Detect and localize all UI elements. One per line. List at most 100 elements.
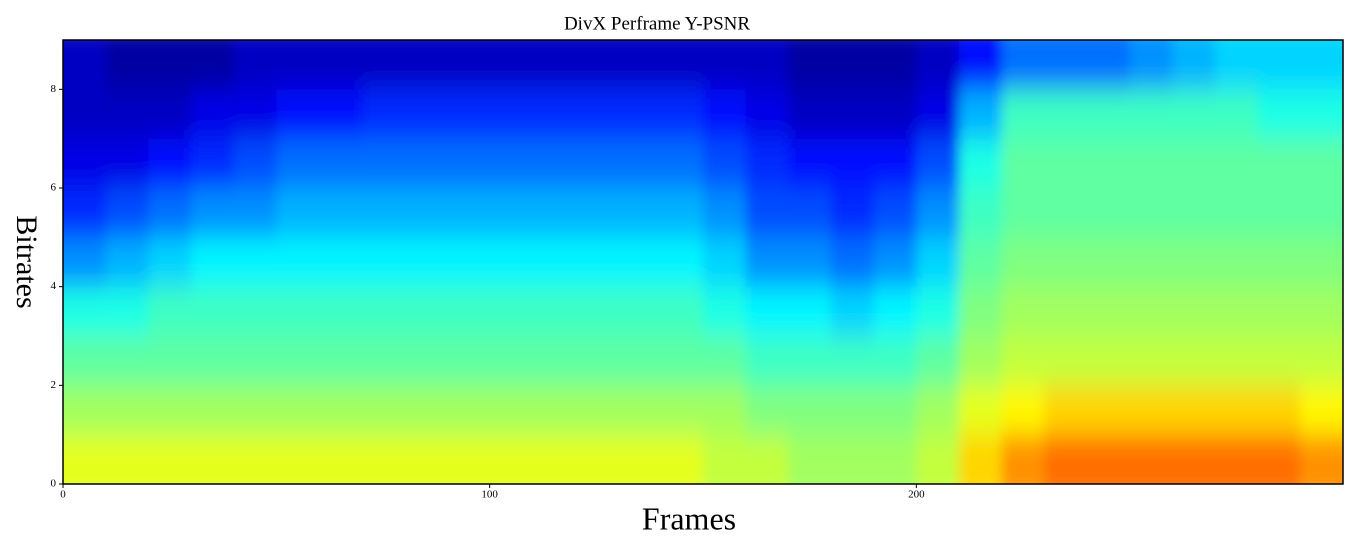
heatmap-cell bbox=[276, 434, 320, 484]
heatmap-cell bbox=[447, 335, 491, 386]
heatmap-cell bbox=[148, 286, 192, 336]
heatmap-cell bbox=[1001, 286, 1045, 336]
heatmap-cell bbox=[105, 40, 149, 90]
heatmap-cell bbox=[660, 434, 704, 484]
heatmap-cell bbox=[233, 434, 277, 484]
heatmap-cell bbox=[1087, 384, 1131, 435]
heatmap-cell bbox=[1300, 384, 1343, 435]
heatmap-cell bbox=[1172, 384, 1216, 435]
heatmap-cell bbox=[532, 434, 576, 484]
heatmap-cell bbox=[1087, 40, 1131, 90]
heatmap-cell bbox=[233, 88, 277, 139]
heatmap-cell bbox=[1001, 40, 1045, 90]
heatmap-cell bbox=[660, 138, 704, 188]
heatmap-cell bbox=[447, 236, 491, 287]
heatmap-cell bbox=[361, 187, 405, 238]
heatmap-cell bbox=[148, 384, 192, 435]
heatmap-cell bbox=[617, 286, 661, 336]
heatmap-cell bbox=[617, 187, 661, 238]
heatmap-cell bbox=[831, 384, 875, 435]
heatmap-cell bbox=[788, 434, 832, 484]
heatmap-cell bbox=[361, 40, 405, 90]
heatmap-cell bbox=[1257, 138, 1301, 188]
heatmap-cell bbox=[105, 384, 149, 435]
heatmap-cell bbox=[447, 40, 491, 90]
heatmap-cell bbox=[532, 335, 576, 386]
heatmap-cell bbox=[105, 286, 149, 336]
x-axis-label: Frames bbox=[642, 500, 736, 536]
heatmap-cell bbox=[873, 434, 917, 484]
heatmap-cell bbox=[1129, 40, 1173, 90]
heatmap-cell bbox=[1172, 40, 1216, 90]
heatmap-cell bbox=[745, 384, 789, 435]
heatmap-cell bbox=[489, 286, 533, 336]
heatmap-cell bbox=[1044, 286, 1088, 336]
heatmap-cell bbox=[1215, 138, 1259, 188]
heatmap-cell bbox=[575, 187, 619, 238]
heatmap-cell bbox=[873, 138, 917, 188]
heatmap-cell bbox=[831, 286, 875, 336]
heatmap-cell bbox=[831, 88, 875, 139]
heatmap-cell bbox=[361, 88, 405, 139]
heatmap-cell bbox=[532, 187, 576, 238]
heatmap-cell bbox=[489, 335, 533, 386]
heatmap-cell bbox=[276, 88, 320, 139]
heatmap-cell bbox=[447, 187, 491, 238]
heatmap-cell bbox=[745, 88, 789, 139]
heatmap-cells bbox=[63, 40, 1343, 484]
heatmap-cell bbox=[532, 40, 576, 90]
heatmap-cell bbox=[831, 434, 875, 484]
heatmap-cell bbox=[319, 335, 363, 386]
heatmap-cell bbox=[1001, 187, 1045, 238]
heatmap-cell bbox=[916, 236, 960, 287]
heatmap-cell bbox=[1129, 286, 1173, 336]
heatmap-cell bbox=[575, 286, 619, 336]
heatmap-cell bbox=[1044, 236, 1088, 287]
heatmap-cell bbox=[1172, 138, 1216, 188]
heatmap-cell bbox=[1001, 88, 1045, 139]
heatmap-cell bbox=[1172, 88, 1216, 139]
heatmap-cell bbox=[873, 187, 917, 238]
heatmap-cell bbox=[489, 138, 533, 188]
heatmap-cell bbox=[831, 335, 875, 386]
heatmap-cell bbox=[916, 40, 960, 90]
x-tick-label: 200 bbox=[908, 489, 925, 501]
heatmap-cell bbox=[873, 236, 917, 287]
heatmap-cell bbox=[404, 138, 448, 188]
heatmap-cell bbox=[105, 434, 149, 484]
heatmap-cell bbox=[1001, 434, 1045, 484]
heatmap-cell bbox=[233, 286, 277, 336]
heatmap-cell bbox=[788, 138, 832, 188]
heatmap-cell bbox=[575, 236, 619, 287]
heatmap-cell bbox=[532, 88, 576, 139]
heatmap-cell bbox=[660, 187, 704, 238]
heatmap-cell bbox=[1001, 384, 1045, 435]
y-tick-label: 8 bbox=[51, 83, 57, 95]
heatmap-cell bbox=[1001, 138, 1045, 188]
heatmap-cell bbox=[617, 88, 661, 139]
heatmap-cell bbox=[361, 434, 405, 484]
heatmap-cell bbox=[191, 335, 235, 386]
heatmap-cell bbox=[1257, 88, 1301, 139]
heatmap-cell bbox=[575, 384, 619, 435]
heatmap-cell bbox=[916, 434, 960, 484]
heatmap-cell bbox=[105, 88, 149, 139]
heatmap-cell bbox=[788, 40, 832, 90]
heatmap-cell bbox=[1215, 286, 1259, 336]
heatmap-cell bbox=[319, 138, 363, 188]
heatmap-cell bbox=[276, 335, 320, 386]
heatmap-cell bbox=[233, 138, 277, 188]
heatmap-cell bbox=[1300, 138, 1343, 188]
heatmap-cell bbox=[191, 384, 235, 435]
heatmap-cell bbox=[319, 88, 363, 139]
y-axis-label: Bitrates bbox=[10, 215, 43, 308]
heatmap-cell bbox=[660, 384, 704, 435]
heatmap-cell bbox=[404, 384, 448, 435]
y-tick-label: 6 bbox=[51, 182, 57, 194]
heatmap-cell bbox=[959, 40, 1003, 90]
y-tick-label: 0 bbox=[51, 478, 57, 490]
heatmap-cell bbox=[617, 384, 661, 435]
heatmap-cell bbox=[361, 384, 405, 435]
heatmap-cell bbox=[916, 88, 960, 139]
heatmap-cell bbox=[233, 236, 277, 287]
